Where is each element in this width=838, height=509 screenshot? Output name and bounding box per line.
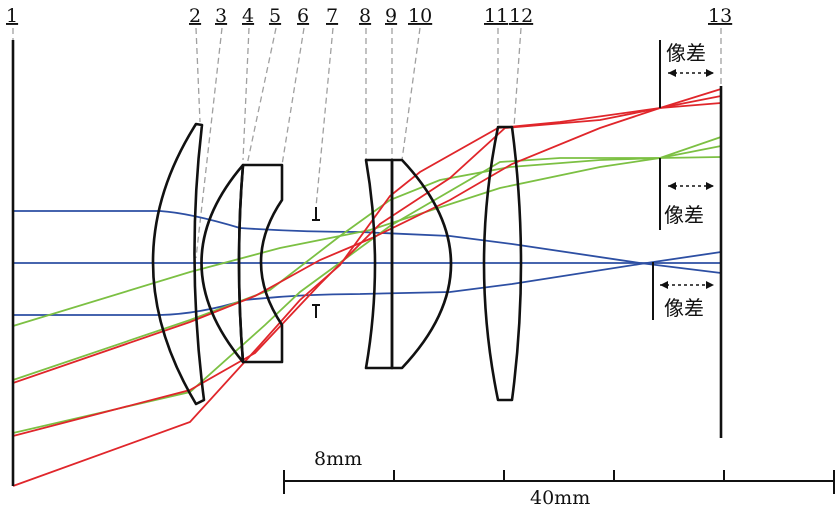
leader-12 [513, 27, 522, 128]
lens-element-9-10 [390, 158, 453, 370]
aperture-stop [312, 207, 320, 318]
leader-5 [246, 27, 277, 166]
surface-label-12: 12 [509, 5, 533, 27]
surface-label-7: 7 [326, 5, 338, 27]
surface-label-6: 6 [297, 5, 309, 27]
aberration-indicator-bottom [652, 262, 714, 320]
red-ray-3 [12, 102, 722, 487]
green-rays [12, 136, 722, 434]
lens-element-2-3 [151, 122, 206, 406]
scale-bar [283, 470, 835, 494]
surface-label-9: 9 [385, 5, 397, 27]
surface-label-11: 11 [484, 5, 508, 27]
aberration-indicator-top [659, 40, 714, 108]
leader-3 [195, 27, 223, 259]
aberration-indicator-mid [659, 158, 714, 230]
surface-label-8: 8 [359, 5, 371, 27]
surface-label-3: 3 [215, 5, 227, 27]
green-ray-2 [12, 145, 722, 381]
lens-element-5-6 [237, 163, 284, 364]
lens-element-8-9 [364, 158, 394, 370]
leader-lines [12, 27, 722, 259]
surface-label-5: 5 [269, 5, 281, 27]
green-ray-1 [12, 136, 722, 327]
red-ray-1 [12, 88, 722, 384]
surface-label-1: 1 [6, 5, 18, 27]
red-ray-2 [12, 95, 722, 437]
surface-label-2: 2 [189, 5, 201, 27]
aberr-top-heads [668, 69, 714, 77]
red-rays [12, 88, 722, 487]
lens-element-11-12 [482, 125, 523, 402]
aberration-label-top: 像差 [666, 41, 706, 65]
surface-label-10: 10 [408, 5, 432, 27]
aberration-label-bottom: 像差 [664, 296, 704, 320]
leader-10 [401, 27, 421, 161]
surface-labels: 1 2 3 4 5 6 7 8 9 10 11 12 13 [6, 5, 732, 27]
surface-label-13: 13 [708, 5, 732, 27]
scale-label-8mm: 8mm [314, 448, 362, 470]
scale-label-40mm: 40mm [530, 487, 590, 509]
aberr-mid-heads [668, 182, 714, 190]
aberration-label-mid: 像差 [664, 203, 704, 227]
leader-7 [315, 27, 334, 208]
leader-4 [242, 27, 250, 161]
green-ray-3 [12, 156, 722, 434]
leader-2 [195, 27, 201, 123]
leader-6 [281, 27, 305, 166]
blue-ray-lower [13, 251, 722, 316]
surface-label-4: 4 [242, 5, 254, 27]
